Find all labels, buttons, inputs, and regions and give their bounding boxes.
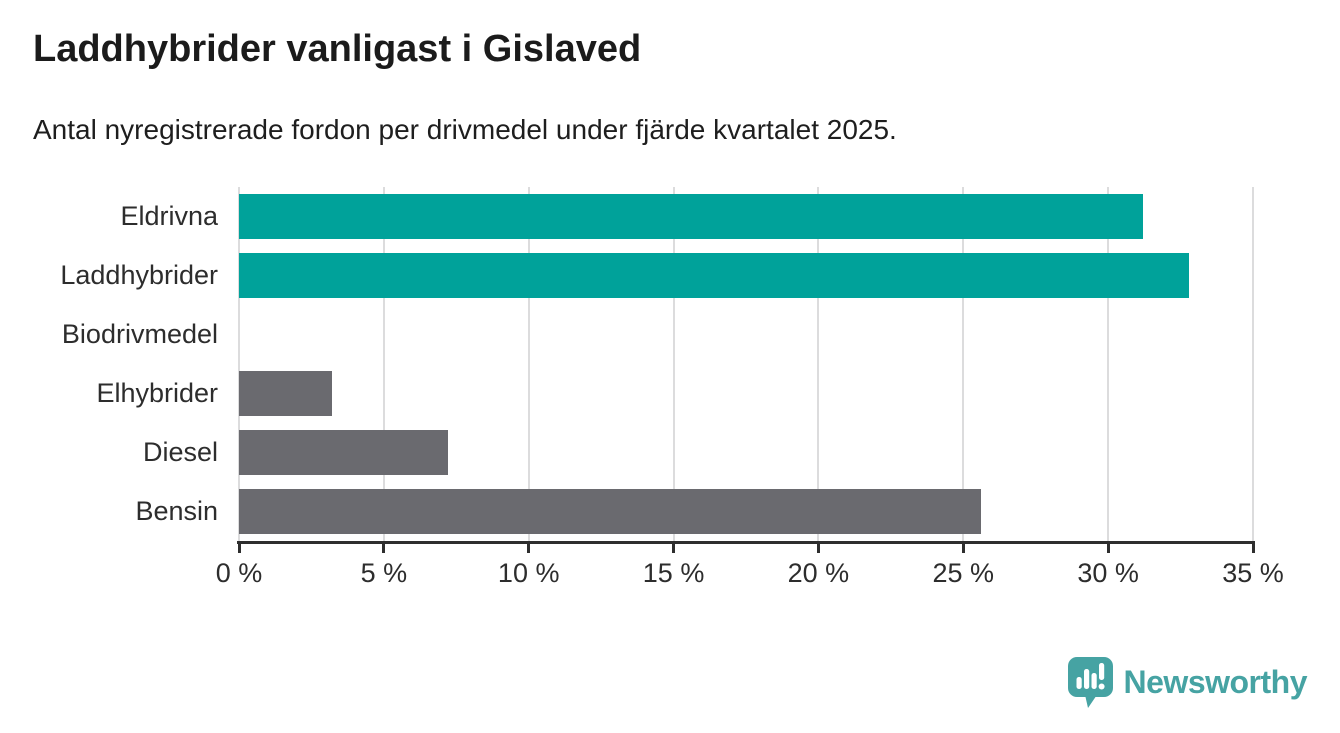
category-labels: Eldrivna Laddhybrider Biodrivmedel Elhybrid… (0, 187, 218, 541)
x-tick-label-35: 35 % (1222, 558, 1284, 588)
gridline-15 (672, 187, 675, 541)
gridline-5 (382, 187, 385, 541)
x-tick-mark-0 (237, 541, 241, 553)
gridline-25 (962, 187, 965, 541)
chart-title: Laddhybrider vanligast i Gislaved (33, 28, 642, 70)
x-tick-label-10: 10 % (497, 558, 560, 588)
category-label-laddhybrider: Laddhybrider (60, 260, 218, 290)
bar-row-laddhybrider (239, 246, 1253, 305)
x-tick-label-5: 5 % (360, 558, 408, 588)
newsworthy-icon (1067, 657, 1113, 708)
bar-laddhybrider (239, 253, 1190, 298)
plot-area (238, 187, 1254, 541)
x-tick-label-20: 20 % (787, 558, 850, 588)
gridline-10 (527, 187, 530, 541)
category-label-diesel: Diesel (142, 437, 218, 467)
category-label-bensin: Bensin (135, 496, 218, 526)
gridline-30 (1107, 187, 1110, 541)
bar-row-diesel (239, 423, 1253, 482)
gridline-35 (1252, 187, 1254, 541)
bar-eldrivna (239, 194, 1143, 239)
x-tick-mark-20 (816, 541, 820, 553)
x-tick-mark-15 (672, 541, 676, 553)
bar-elhybrider (239, 371, 332, 416)
x-axis: 0 % 5 % 10 % 15 % 20 % 25 % 30 % 35 % (216, 541, 1284, 601)
bar-diesel (239, 430, 448, 475)
bar-row-bensin (239, 482, 1253, 541)
x-tick-mark-30 (1106, 541, 1110, 553)
bar-row-biodrivmedel (239, 305, 1253, 364)
x-tick-label-0: 0 % (215, 558, 263, 588)
bar-bensin (239, 489, 981, 534)
bar-row-elhybrider (239, 364, 1253, 423)
category-label-biodrivmedel: Biodrivmedel (61, 319, 218, 349)
x-tick-mark-35 (1251, 541, 1255, 553)
x-tick-mark-5 (382, 541, 386, 553)
gridline-0 (238, 187, 240, 541)
x-tick-mark-25 (961, 541, 965, 553)
x-axis-line (237, 541, 1255, 544)
chart-subtitle: Antal nyregistrerade fordon per drivmede… (33, 114, 897, 145)
x-tick-mark-10 (527, 541, 531, 553)
gridline-20 (817, 187, 820, 541)
x-tick-label-25: 25 % (932, 558, 995, 588)
bar-row-eldrivna (239, 187, 1253, 246)
category-label-eldrivna: Eldrivna (120, 201, 218, 231)
newsworthy-logo: Newsworthy (1067, 656, 1308, 709)
newsworthy-wordmark: Newsworthy (1123, 664, 1308, 700)
x-tick-label-15: 15 % (642, 558, 705, 588)
bar-rows (239, 187, 1253, 541)
category-label-elhybrider: Elhybrider (96, 378, 218, 408)
gridlines (238, 187, 1254, 541)
x-tick-label-30: 30 % (1077, 558, 1139, 588)
